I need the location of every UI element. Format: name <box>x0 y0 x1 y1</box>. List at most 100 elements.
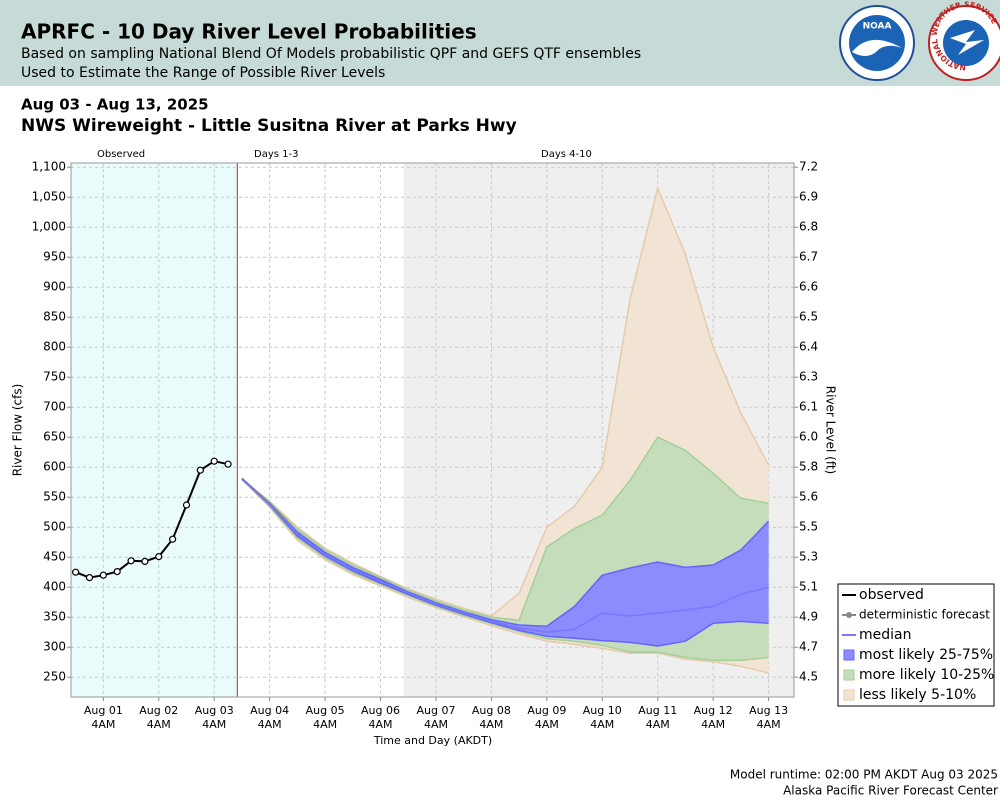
x-tick-date: Aug 01 <box>84 704 123 717</box>
nws-logo: NATIONAL WEATHER SERVICE <box>928 0 1000 81</box>
x-tick-time: 4AM <box>479 718 503 731</box>
x-tick-label: Aug 08 4AM <box>472 704 511 731</box>
plot: Observed Days 1-3 Days 4-10 250 300 350 400 450… <box>32 149 818 731</box>
x-tick-date: Aug 13 <box>749 704 788 717</box>
x-tick-date: Aug 05 <box>306 704 345 717</box>
y2-axis-label: River Level (ft) <box>824 386 838 474</box>
legend-label: less likely 5-10% <box>859 687 976 703</box>
subtitle: Based on sampling National Blend Of Mode… <box>21 46 641 62</box>
x-tick-date: Aug 10 <box>583 704 622 717</box>
footer-text: Model runtime: 02:00 PM AKDT Aug 03 2025 <box>730 768 998 782</box>
observed-point <box>196 466 204 474</box>
logo-text: NOAA <box>863 22 892 32</box>
forecast-line <box>241 478 769 633</box>
x-tick-time: 4AM <box>590 718 614 731</box>
x-tick-time: 4AM <box>313 718 337 731</box>
x-tick-label: Aug 09 4AM <box>527 704 566 731</box>
band-upper-edge <box>241 478 770 627</box>
y-tick-label: 750 <box>43 370 66 384</box>
y-tick-label: 300 <box>43 640 66 654</box>
legend-label: median <box>859 627 911 643</box>
y-tick-label: 650 <box>43 430 66 444</box>
y-tick-label: 1,100 <box>32 160 66 174</box>
y-tick-label: 800 <box>43 340 66 354</box>
period-region <box>71 163 238 697</box>
y-tick-label: 400 <box>43 580 66 594</box>
y2-tick-label: 4.9 <box>799 610 818 624</box>
x-tick-time: 4AM <box>369 718 393 731</box>
observed-point <box>210 457 218 465</box>
y-tick-label: 900 <box>43 280 66 294</box>
x-tick-time: 4AM <box>91 718 115 731</box>
y-tick-label: 450 <box>43 550 66 564</box>
legend-label: more likely 10-25% <box>859 667 994 683</box>
observed-point <box>155 552 163 561</box>
band-lower-edge <box>241 478 769 674</box>
band-lower-edge <box>241 478 769 647</box>
x-tick-time: 4AM <box>701 718 725 731</box>
legend-dot <box>846 612 852 618</box>
y2-tick-label: 6.7 <box>799 250 818 264</box>
legend-swatch <box>843 649 855 661</box>
y-tick-label: 550 <box>43 490 66 504</box>
y-tick-label: 700 <box>43 400 66 414</box>
date-range: Aug 03 - Aug 13, 2025 <box>21 96 209 114</box>
legend-label: deterministic forecast <box>859 608 990 622</box>
y2-tick-label: 6.6 <box>799 280 818 294</box>
observed-point <box>141 557 149 566</box>
y-tick-label: 250 <box>43 670 66 684</box>
footer-text: Alaska Pacific River Forecast Center <box>783 784 998 798</box>
y2-tick-label: 6.9 <box>799 190 818 204</box>
y2-tick-label: 6.1 <box>799 400 818 414</box>
observed-point <box>127 557 135 565</box>
x-tick-label: Aug 11 4AM <box>638 704 677 731</box>
x-tick-time: 4AM <box>258 718 282 731</box>
x-tick-label: Aug 10 4AM <box>583 704 622 731</box>
legend-swatch <box>843 669 855 681</box>
x-axis-label: Time and Day (AKDT) <box>373 734 492 747</box>
y-tick-label: 350 <box>43 610 66 624</box>
x-tick-label: Aug 03 4AM <box>195 704 234 731</box>
legend-swatch <box>843 689 855 701</box>
y2-tick-label: 6.8 <box>799 220 818 234</box>
band-area <box>241 479 769 646</box>
y-axis-label: River Flow (cfs) <box>11 384 25 477</box>
y2-tick-label: 5.6 <box>799 490 818 504</box>
x-tick-label: Aug 05 4AM <box>306 704 345 731</box>
observed-point <box>113 567 121 576</box>
x-tick-label: Aug 01 4AM <box>84 704 123 731</box>
x-tick-label: Aug 04 4AM <box>250 704 289 731</box>
x-tick-date: Aug 04 <box>250 704 289 717</box>
y2-tick-label: 5.3 <box>799 550 818 564</box>
x-tick-date: Aug 03 <box>195 704 234 717</box>
y2-tick-label: 6.5 <box>799 310 818 324</box>
observed-point <box>182 501 191 509</box>
y-tick-label: 850 <box>43 310 66 324</box>
x-tick-date: Aug 06 <box>361 704 400 717</box>
page-title: APRFC - 10 Day River Level Probabilities <box>21 20 477 44</box>
period-label: Observed <box>97 149 145 160</box>
y2-tick-label: 6.4 <box>799 340 818 354</box>
legend-label: observed <box>859 587 924 603</box>
noaa-logo: NOAA <box>839 5 915 81</box>
forecast-line <box>241 477 298 534</box>
x-tick-label: Aug 12 4AM <box>694 704 733 731</box>
y2-tick-label: 4.7 <box>799 640 818 654</box>
y2-tick-label: 7.2 <box>799 160 818 174</box>
x-tick-time: 4AM <box>147 718 171 731</box>
x-tick-time: 4AM <box>202 718 226 731</box>
period-label: Days 4-10 <box>541 149 592 160</box>
y2-tick-label: 4.5 <box>799 670 818 684</box>
y2-tick-label: 6.3 <box>799 370 818 384</box>
x-tick-date: Aug 11 <box>638 704 677 717</box>
x-tick-time: 4AM <box>646 718 670 731</box>
x-tick-time: 4AM <box>757 718 781 731</box>
y-tick-label: 500 <box>43 520 66 534</box>
x-tick-label: Aug 07 4AM <box>416 704 455 731</box>
period-region <box>237 163 404 697</box>
x-tick-date: Aug 09 <box>527 704 566 717</box>
y2-tick-label: 6.0 <box>799 430 818 444</box>
x-tick-time: 4AM <box>424 718 448 731</box>
plot-border <box>70 162 795 698</box>
